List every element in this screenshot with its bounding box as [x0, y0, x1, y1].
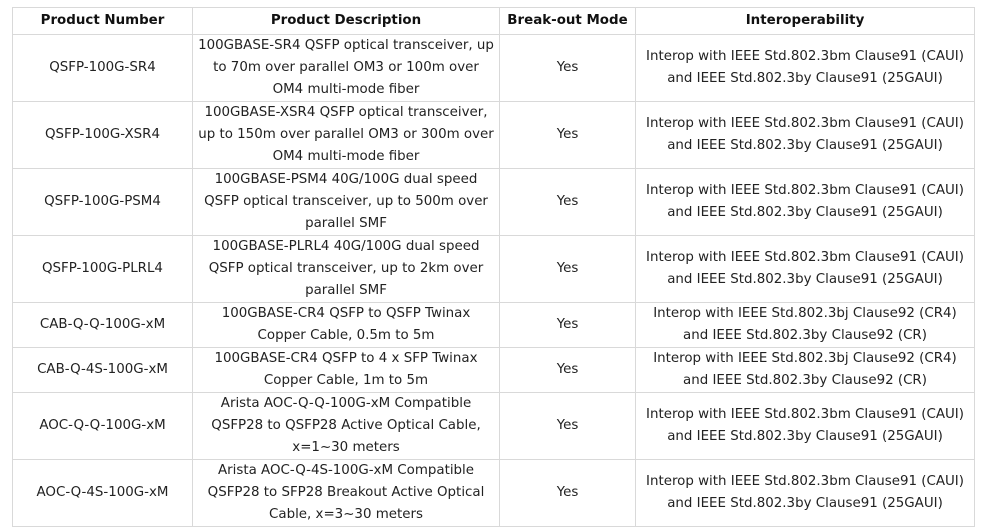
table-row: AOC-Q-Q-100G-xM Arista AOC-Q-Q-100G-xM C…	[12, 392, 975, 460]
interoperability-cell: Interop with IEEE Std.802.3bm Clause91 (…	[635, 392, 975, 460]
product-number-cell: QSFP-100G-PLRL4	[12, 235, 193, 303]
header-product-number: Product Number	[12, 7, 193, 35]
product-description-cell: Arista AOC-Q-4S-100G-xM Compatible QSFP2…	[192, 459, 500, 527]
table-header-row: Product Number Product Description Break…	[12, 7, 975, 35]
table-row: QSFP-100G-PSM4 100GBASE-PSM4 40G/100G du…	[12, 168, 975, 236]
product-number-cell: CAB-Q-4S-100G-xM	[12, 347, 193, 393]
breakout-mode-cell: Yes	[499, 101, 636, 169]
product-number-cell: QSFP-100G-SR4	[12, 34, 193, 102]
header-product-description: Product Description	[192, 7, 500, 35]
header-breakout-mode: Break-out Mode	[499, 7, 636, 35]
table-row: QSFP-100G-SR4 100GBASE-SR4 QSFP optical …	[12, 34, 975, 102]
breakout-mode-cell: Yes	[499, 235, 636, 303]
product-description-cell: Arista AOC-Q-Q-100G-xM Compatible QSFP28…	[192, 392, 500, 460]
product-description-cell: 100GBASE-PSM4 40G/100G dual speed QSFP o…	[192, 168, 500, 236]
table-row: QSFP-100G-PLRL4 100GBASE-PLRL4 40G/100G …	[12, 235, 975, 303]
interoperability-cell: Interop with IEEE Std.802.3bm Clause91 (…	[635, 168, 975, 236]
product-number-cell: AOC-Q-Q-100G-xM	[12, 392, 193, 460]
product-number-cell: CAB-Q-Q-100G-xM	[12, 302, 193, 348]
interoperability-cell: Interop with IEEE Std.802.3bm Clause91 (…	[635, 459, 975, 527]
breakout-mode-cell: Yes	[499, 302, 636, 348]
product-description-cell: 100GBASE-SR4 QSFP optical transceiver, u…	[192, 34, 500, 102]
product-table: Product Number Product Description Break…	[12, 7, 975, 527]
product-description-cell: 100GBASE-XSR4 QSFP optical transceiver, …	[192, 101, 500, 169]
product-number-cell: AOC-Q-4S-100G-xM	[12, 459, 193, 527]
breakout-mode-cell: Yes	[499, 168, 636, 236]
header-interoperability: Interoperability	[635, 7, 975, 35]
table-row: QSFP-100G-XSR4 100GBASE-XSR4 QSFP optica…	[12, 101, 975, 169]
table-row: CAB-Q-4S-100G-xM 100GBASE-CR4 QSFP to 4 …	[12, 347, 975, 393]
breakout-mode-cell: Yes	[499, 347, 636, 393]
interoperability-cell: Interop with IEEE Std.802.3bj Clause92 (…	[635, 347, 975, 393]
interoperability-cell: Interop with IEEE Std.802.3bm Clause91 (…	[635, 34, 975, 102]
interoperability-cell: Interop with IEEE Std.802.3bm Clause91 (…	[635, 101, 975, 169]
product-number-cell: QSFP-100G-XSR4	[12, 101, 193, 169]
table-row: AOC-Q-4S-100G-xM Arista AOC-Q-4S-100G-xM…	[12, 459, 975, 527]
product-table-container: Product Number Product Description Break…	[12, 7, 975, 527]
product-description-cell: 100GBASE-CR4 QSFP to 4 x SFP Twinax Copp…	[192, 347, 500, 393]
interoperability-cell: Interop with IEEE Std.802.3bm Clause91 (…	[635, 235, 975, 303]
breakout-mode-cell: Yes	[499, 459, 636, 527]
product-number-cell: QSFP-100G-PSM4	[12, 168, 193, 236]
product-description-cell: 100GBASE-CR4 QSFP to QSFP Twinax Copper …	[192, 302, 500, 348]
table-row: CAB-Q-Q-100G-xM 100GBASE-CR4 QSFP to QSF…	[12, 302, 975, 348]
interoperability-cell: Interop with IEEE Std.802.3bj Clause92 (…	[635, 302, 975, 348]
product-description-cell: 100GBASE-PLRL4 40G/100G dual speed QSFP …	[192, 235, 500, 303]
breakout-mode-cell: Yes	[499, 392, 636, 460]
breakout-mode-cell: Yes	[499, 34, 636, 102]
